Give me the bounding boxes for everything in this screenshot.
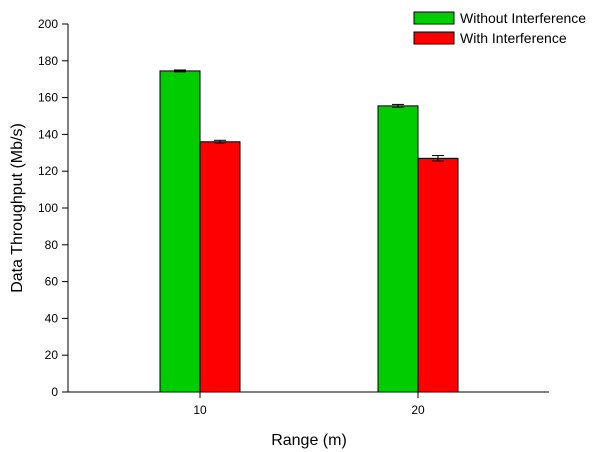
- y-tick-label: 120: [38, 164, 58, 178]
- y-ticks: 0 20 40 60 80 100 120 140 160 180 200: [38, 17, 68, 399]
- legend: Without Interference With Interference: [413, 10, 586, 46]
- y-tick-label: 200: [38, 17, 58, 31]
- bar-without-interference-10: [159, 70, 201, 393]
- y-tick-label: 60: [45, 275, 59, 289]
- y-tick-label: 140: [38, 127, 58, 141]
- axes: [67, 24, 549, 393]
- bar-with-interference-20: [417, 157, 459, 393]
- y-tick-label: 100: [38, 201, 58, 215]
- legend-swatch: [413, 11, 455, 25]
- y-tick-label: 0: [51, 385, 58, 399]
- bars: [159, 70, 459, 393]
- y-tick-label: 180: [38, 54, 58, 68]
- y-tick-label: 160: [38, 91, 58, 105]
- y-axis-title: Data Throughput (Mb/s): [9, 123, 26, 293]
- bar-without-interference-20: [377, 105, 419, 393]
- legend-label: With Interference: [460, 30, 567, 46]
- error-bars: [174, 69, 444, 162]
- legend-swatch: [413, 31, 455, 45]
- error-bar: [392, 103, 404, 108]
- error-bar: [174, 69, 186, 73]
- x-axis-title: Range (m): [271, 432, 347, 449]
- bar-with-interference-10: [199, 141, 241, 393]
- y-tick-label: 40: [45, 311, 59, 325]
- x-ticks: 10 20: [193, 392, 425, 417]
- x-tick-label: 20: [411, 403, 425, 417]
- legend-label: Without Interference: [460, 10, 586, 26]
- y-tick-label: 20: [45, 348, 59, 362]
- error-bar: [432, 155, 444, 162]
- error-bar: [214, 139, 226, 144]
- x-tick-label: 10: [193, 403, 207, 417]
- y-tick-label: 80: [45, 238, 59, 252]
